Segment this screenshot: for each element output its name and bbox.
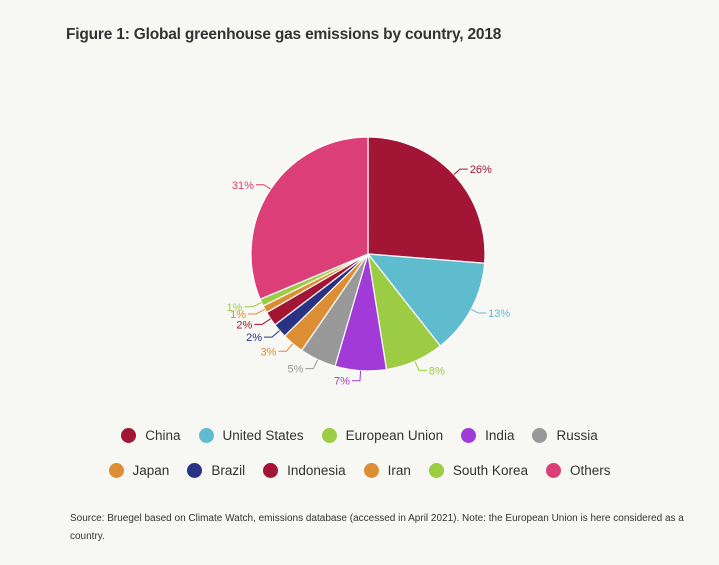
leader-line-indonesia	[254, 318, 271, 325]
data-label-russia: 5%	[288, 364, 304, 376]
pie-chart: 26%13%8%7%5%3%2%2%1%1%31%	[227, 136, 510, 388]
leader-line-united-states	[470, 308, 487, 314]
legend-item-united-states: United States	[198, 428, 304, 443]
leader-line-south-korea	[244, 302, 262, 308]
data-label-india: 7%	[334, 376, 350, 388]
data-label-south-korea: 1%	[227, 302, 243, 314]
leader-line-others	[255, 184, 271, 190]
source-note: Source: Bruegel based on Climate Watch, …	[70, 513, 684, 542]
legend-label: South Korea	[452, 463, 528, 478]
legend-item-china: China	[121, 428, 181, 443]
data-label-others: 31%	[232, 180, 254, 192]
legend-item-indonesia: Indonesia	[263, 463, 346, 478]
leader-line-japan	[278, 343, 294, 352]
legend-swatch	[198, 428, 214, 443]
legend-swatch	[187, 463, 203, 478]
legend-swatch	[121, 428, 137, 443]
legend-row-1: China United States European Union India Rus…	[0, 428, 719, 443]
legend-label: European Union	[345, 428, 444, 443]
legend-swatch	[321, 428, 337, 443]
legend-item-european-union: European Union	[321, 428, 444, 443]
legend-swatch	[108, 463, 124, 478]
leader-line-russia	[305, 359, 319, 370]
legend-swatch	[545, 463, 561, 478]
legend-swatch	[428, 463, 444, 478]
data-label-european-union: 8%	[429, 365, 445, 377]
data-label-iran: 1%	[230, 309, 246, 321]
pie-slice-china	[367, 136, 486, 264]
leader-line-brazil	[264, 330, 280, 338]
chart-title: Figure 1: Global greenhouse gas emission…	[66, 26, 502, 43]
leader-line-india	[351, 370, 362, 382]
legend-item-japan: Japan	[108, 463, 170, 478]
legend-label: Brazil	[211, 463, 246, 478]
legend-label: Iran	[387, 463, 411, 478]
legend-label: Others	[569, 463, 611, 478]
legend-item-russia: Russia	[532, 428, 598, 443]
legend-label: Indonesia	[287, 463, 346, 478]
pie-slice-united-states	[366, 253, 486, 347]
legend-swatch	[461, 428, 477, 443]
legend-swatch	[363, 463, 379, 478]
leader-line-iran	[248, 308, 266, 315]
legend-item-others: Others	[545, 463, 611, 478]
legend-item-india: India	[461, 428, 514, 443]
pie-slice-others	[250, 136, 369, 300]
legend-item-brazil: Brazil	[187, 463, 245, 478]
legend-row-2: Japan Brazil Indonesia Iran South Korea Other…	[0, 463, 719, 478]
legend-label: India	[485, 428, 515, 443]
data-label-brazil: 2%	[246, 332, 262, 344]
legend-item-iran: Iran	[363, 463, 411, 478]
legend-label: United States	[222, 428, 304, 443]
legend-item-south-korea: South Korea	[428, 463, 528, 478]
leader-line-china	[453, 168, 468, 175]
legend-label: Japan	[132, 463, 170, 478]
legend-label: Russia	[556, 428, 598, 443]
legend-label: China	[145, 428, 181, 443]
data-label-japan: 3%	[260, 346, 276, 358]
data-label-united-states: 13%	[488, 308, 510, 320]
leader-line-european-union	[414, 360, 427, 371]
data-label-china: 26%	[470, 164, 492, 176]
legend-swatch	[532, 428, 548, 443]
legend-swatch	[263, 463, 279, 478]
data-label-indonesia: 2%	[236, 319, 252, 331]
